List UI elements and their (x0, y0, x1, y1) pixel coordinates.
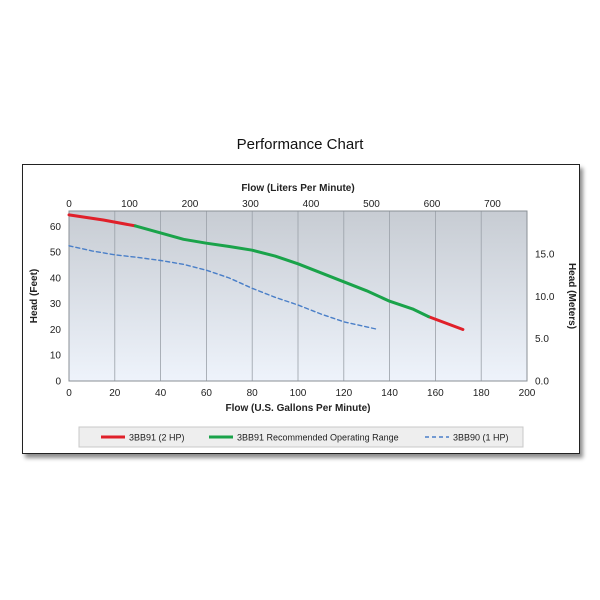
legend-label: 3BB91 (2 HP) (129, 433, 185, 443)
y-tick-label: 10 (50, 351, 62, 362)
y-tick-label: 0 (55, 377, 61, 388)
x2-tick-label: 500 (363, 199, 380, 210)
x-tick-label: 140 (381, 388, 398, 399)
x-tick-label: 180 (473, 388, 490, 399)
x2-tick-label: 400 (303, 199, 320, 210)
y-tick-label: 20 (50, 325, 62, 336)
x-tick-label: 200 (519, 388, 536, 399)
y-tick-label: 30 (50, 299, 62, 310)
x-tick-label: 0 (66, 388, 72, 399)
x2-tick-label: 300 (242, 199, 259, 210)
x2-tick-label: 600 (424, 199, 441, 210)
y-tick-label: 50 (50, 248, 62, 259)
y-axis-label: Head (Feet) (29, 269, 40, 323)
x-tick-label: 100 (290, 388, 307, 399)
x2-tick-label: 200 (182, 199, 199, 210)
x-axis-label: Flow (U.S. Gallons Per Minute) (225, 403, 370, 414)
x-tick-label: 20 (109, 388, 121, 399)
series-line (68, 245, 379, 331)
x-tick-label: 160 (427, 388, 444, 399)
y2-tick-label: 0.0 (535, 377, 549, 388)
x2-tick-label: 100 (121, 199, 138, 210)
legend-label: 3BB91 Recommended Operating Range (237, 433, 399, 443)
x-tick-label: 80 (247, 388, 259, 399)
y2-axis-label: Head (Meters) (566, 263, 577, 329)
y-tick-label: 60 (50, 222, 62, 233)
y2-tick-label: 10.0 (535, 292, 555, 303)
x-tick-label: 60 (201, 388, 213, 399)
x-tick-label: 40 (155, 388, 167, 399)
legend-label: 3BB90 (1 HP) (453, 433, 509, 443)
series-line (67, 213, 137, 228)
x-tick-label: 120 (335, 388, 352, 399)
series-line (133, 224, 430, 319)
x2-tick-label: 0 (66, 199, 72, 210)
chart-frame: 0 20 40 60 80 100 120 140 160 180 200 0 10 20 30 40 50 60… (22, 164, 580, 454)
y2-tick-label: 15.0 (535, 250, 555, 261)
plot-border (68, 210, 528, 382)
x2-tick-label: 700 (484, 199, 501, 210)
x2-axis-label: Flow (Liters Per Minute) (241, 183, 354, 194)
y-tick-label: 40 (50, 273, 62, 284)
chart-title: Performance Chart (236, 136, 364, 153)
series-line (427, 315, 465, 331)
performance-chart: 0 20 40 60 80 100 120 140 160 180 200 0 10 20 30 40 50 60… (29, 183, 577, 448)
y2-tick-label: 5.0 (535, 334, 549, 345)
legend-box (78, 426, 524, 448)
